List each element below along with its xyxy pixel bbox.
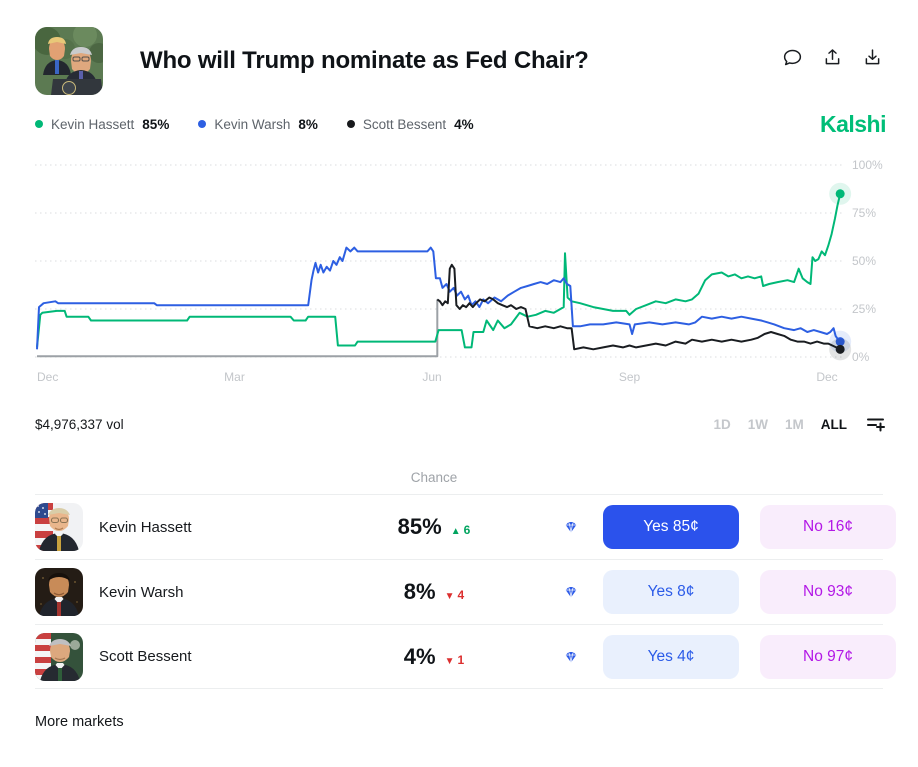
legend-item-hassett[interactable]: Kevin Hassett 85% bbox=[35, 117, 169, 132]
legend-value: 8% bbox=[298, 116, 318, 132]
chart-canvas[interactable]: 100% 75% 50% 25% 0% Dec Mar Jun Sep Dec bbox=[0, 155, 918, 390]
chance-cell: 8% ▼ 4 bbox=[329, 579, 539, 605]
table-row-warsh[interactable]: Kevin Warsh 8% ▼ 4 Yes 8¢ No 93¢ bbox=[35, 559, 896, 624]
diamond-icon[interactable] bbox=[563, 519, 579, 535]
legend-value: 85% bbox=[142, 116, 170, 132]
avatar-bessent bbox=[35, 632, 83, 681]
down-triangle-icon: ▼ bbox=[444, 591, 455, 602]
no-button[interactable]: No 97¢ bbox=[760, 634, 896, 679]
no-button[interactable]: No 16¢ bbox=[760, 505, 896, 549]
market-name: Kevin Hassett bbox=[99, 518, 192, 536]
yes-button[interactable]: Yes 85¢ bbox=[603, 505, 739, 549]
avatar-warsh bbox=[35, 568, 83, 616]
gem-cell bbox=[539, 519, 603, 535]
legend-value: 4% bbox=[454, 116, 474, 132]
kalshi-logo[interactable]: Kalshi bbox=[819, 110, 887, 137]
chance-cell: 4% ▼ 1 bbox=[329, 644, 539, 670]
avatar-hassett bbox=[35, 503, 83, 551]
download-icon[interactable] bbox=[862, 47, 883, 68]
share-icon[interactable] bbox=[822, 47, 843, 68]
market-identity: Kevin Warsh bbox=[35, 568, 329, 616]
header: Who will Trump nominate as Fed Chair? bbox=[0, 0, 918, 95]
bessent-dot-icon bbox=[346, 120, 355, 128]
chart-footer: $4,976,337 vol 1D 1W 1M ALL bbox=[0, 414, 918, 434]
legend-name: Kevin Warsh bbox=[214, 116, 291, 132]
yes-button[interactable]: Yes 4¢ bbox=[603, 634, 739, 679]
svg-text:Dec: Dec bbox=[37, 370, 58, 384]
chart-legend: Kevin Hassett 85% Kevin Warsh 8% Scott B… bbox=[0, 111, 918, 137]
diamond-icon[interactable] bbox=[563, 649, 579, 665]
svg-text:0%: 0% bbox=[852, 350, 870, 364]
market-name: Kevin Warsh bbox=[99, 583, 184, 601]
table-row-bessent[interactable]: Scott Bessent 4% ▼ 1 Yes 4¢ No 97¢ bbox=[35, 624, 896, 689]
thumbnail-art bbox=[35, 27, 103, 95]
down-triangle-icon: ▼ bbox=[444, 655, 455, 667]
range-all[interactable]: ALL bbox=[820, 416, 847, 432]
chance-header: Chance bbox=[410, 469, 458, 485]
market-identity: Scott Bessent bbox=[35, 632, 329, 681]
market-identity: Kevin Hassett bbox=[35, 503, 329, 551]
header-actions bbox=[782, 47, 883, 76]
volume-label: $4,976,337 vol bbox=[35, 416, 124, 432]
add-indicator-icon[interactable] bbox=[866, 414, 886, 434]
chance-value: 8% bbox=[403, 579, 436, 604]
hassett-dot-icon bbox=[35, 120, 43, 128]
chance-delta: ▲ 6 bbox=[450, 523, 471, 537]
legend-item-warsh[interactable]: Kevin Warsh 8% bbox=[198, 117, 318, 132]
up-triangle-icon: ▲ bbox=[450, 526, 461, 537]
legend-name: Scott Bessent bbox=[362, 116, 447, 132]
gem-cell bbox=[539, 649, 603, 665]
svg-text:Jun: Jun bbox=[422, 370, 441, 384]
comment-icon[interactable] bbox=[782, 47, 803, 68]
market-thumbnail bbox=[35, 27, 103, 95]
warsh-dot-icon bbox=[198, 120, 207, 128]
range-1d[interactable]: 1D bbox=[713, 416, 731, 432]
table-header: Chance bbox=[35, 460, 883, 494]
range-selector: 1D 1W 1M ALL bbox=[713, 414, 886, 434]
svg-text:Dec: Dec bbox=[816, 370, 837, 384]
svg-text:25%: 25% bbox=[852, 302, 876, 316]
svg-text:50%: 50% bbox=[852, 254, 876, 268]
table-row-hassett[interactable]: Kevin Hassett 85% ▲ 6 Yes 85¢ No 16¢ bbox=[35, 494, 896, 559]
yes-button[interactable]: Yes 8¢ bbox=[603, 570, 739, 614]
diamond-icon[interactable] bbox=[563, 584, 579, 600]
more-markets-link[interactable]: More markets bbox=[35, 714, 124, 730]
chance-delta: ▼ 1 bbox=[444, 652, 465, 667]
legend-name: Kevin Hassett bbox=[51, 116, 135, 132]
range-1m[interactable]: 1M bbox=[784, 416, 804, 432]
range-1w[interactable]: 1W bbox=[747, 416, 768, 432]
price-chart[interactable]: 100% 75% 50% 25% 0% Dec Mar Jun Sep Dec bbox=[0, 155, 918, 390]
no-button[interactable]: No 93¢ bbox=[760, 570, 896, 614]
markets-table: Chance bbox=[0, 460, 918, 689]
chance-value: 85% bbox=[397, 514, 442, 539]
svg-text:Mar: Mar bbox=[224, 370, 245, 384]
legend-item-bessent[interactable]: Scott Bessent 4% bbox=[346, 116, 474, 132]
chance-delta: ▼ 4 bbox=[444, 588, 465, 602]
chance-cell: 85% ▲ 6 bbox=[329, 514, 539, 540]
svg-text:100%: 100% bbox=[852, 158, 883, 172]
market-name: Scott Bessent bbox=[99, 648, 192, 665]
chance-value: 4% bbox=[403, 643, 436, 669]
page-title: Who will Trump nominate as Fed Chair? bbox=[140, 47, 589, 74]
svg-text:Sep: Sep bbox=[619, 370, 641, 384]
svg-text:75%: 75% bbox=[852, 206, 876, 220]
gem-cell bbox=[539, 584, 603, 600]
